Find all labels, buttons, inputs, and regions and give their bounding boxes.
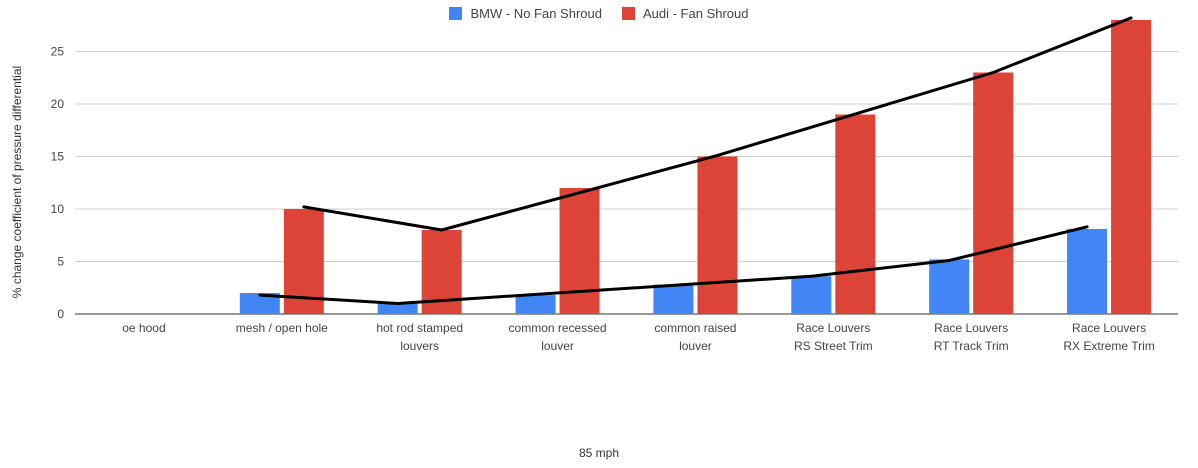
y-tick-label-5: 5 <box>57 255 64 269</box>
legend-label-bmw: BMW - No Fan Shroud <box>470 6 602 21</box>
legend-item-audi[interactable]: Audi - Fan Shroud <box>621 6 749 21</box>
bar-audi-6 <box>973 72 1014 314</box>
bar-bmw-2 <box>377 303 418 314</box>
trendline-audi <box>302 16 1133 232</box>
x-tick-label-4: common raised louver <box>654 321 736 353</box>
legend: BMW - No Fan Shroud Audi - Fan Shroud <box>0 6 1198 21</box>
x-tick-label-1: mesh / open hole <box>236 321 328 335</box>
x-tick-label-7: Race Louvers RX Extreme Trim <box>1063 321 1154 353</box>
bar-bmw-1 <box>239 293 280 314</box>
x-tick-label-2: hot rod stamped louvers <box>376 321 463 353</box>
bar-audi-7 <box>1111 20 1152 314</box>
bar-bmw-6 <box>929 259 970 314</box>
legend-item-bmw[interactable]: BMW - No Fan Shroud <box>449 6 602 21</box>
bar-audi-4 <box>697 156 738 314</box>
bar-bmw-7 <box>1067 228 1108 314</box>
y-tick-label-20: 20 <box>51 97 65 111</box>
bar-bmw-3 <box>515 295 556 314</box>
y-tick-label-10: 10 <box>51 202 65 216</box>
legend-swatch-audi <box>621 7 635 20</box>
x-axis-label: 85 mph <box>578 446 620 460</box>
trendline-bmw <box>258 225 1089 305</box>
bar-bmw-5 <box>791 276 832 314</box>
x-tick-label-6: Race Louvers RT Track Trim <box>934 321 1009 353</box>
bar-audi-3 <box>559 188 600 314</box>
y-axis-label: % change coefficient of pressure differe… <box>10 65 24 299</box>
x-tick-label-5: Race Louvers RS Street Trim <box>794 321 873 353</box>
x-tick-label-0: oe hood <box>122 321 165 335</box>
bar-bmw-4 <box>653 284 694 314</box>
x-tick-label-3: common recessed louver <box>509 321 607 353</box>
y-tick-label-25: 25 <box>51 45 65 59</box>
legend-label-audi: Audi - Fan Shroud <box>642 6 749 21</box>
y-tick-label-15: 15 <box>51 150 65 164</box>
bar-audi-5 <box>835 114 876 314</box>
y-tick-label-0: 0 <box>57 307 64 321</box>
legend-swatch-bmw <box>449 7 463 20</box>
